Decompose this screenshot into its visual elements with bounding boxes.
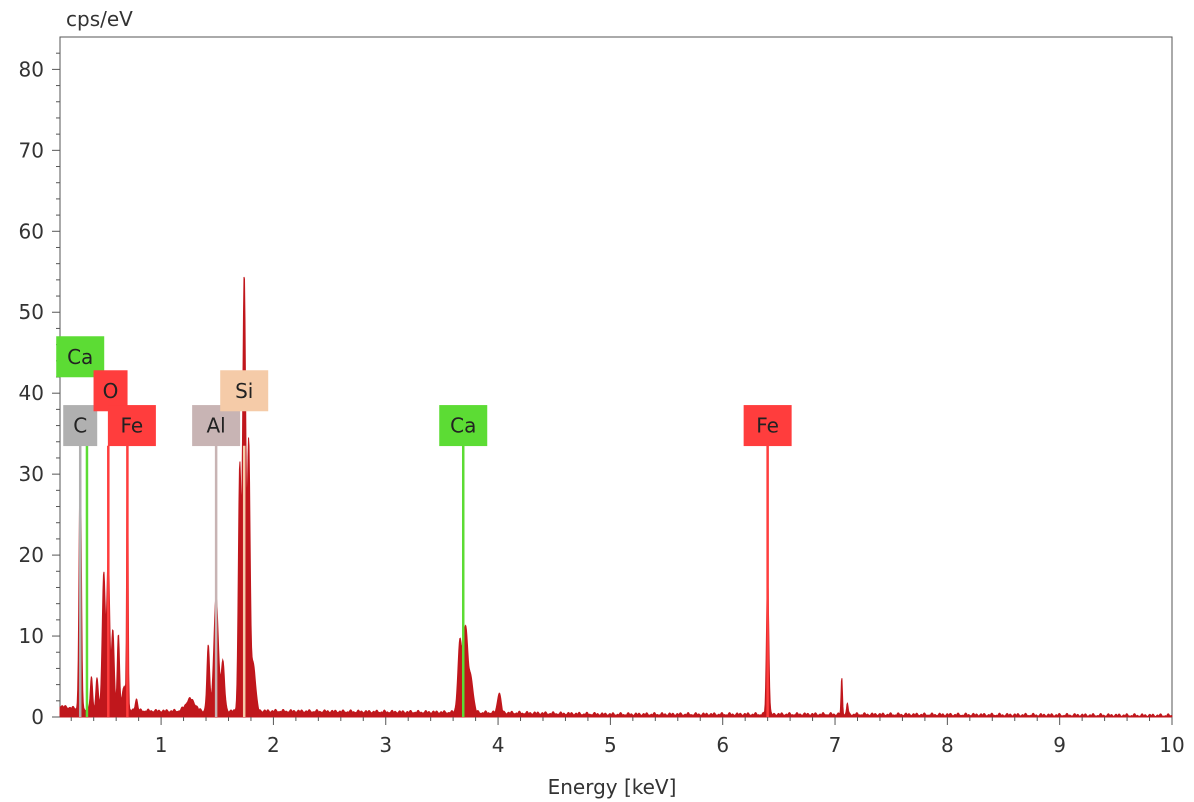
spectrum-layer [59, 276, 1173, 718]
y-tick-label: 70 [19, 138, 44, 162]
element-label-text: Ca [67, 345, 93, 369]
element-label-box [93, 370, 128, 412]
element-label-al-4: Al [192, 405, 241, 447]
element-label-text: Ca [450, 414, 476, 438]
axis-layer: 1 2 3 4 5 6 7 8 9 10 0 10 20 30 40 50 60 70 80 [19, 52, 1185, 757]
element-label-box [63, 405, 98, 447]
element-label-box [220, 370, 269, 412]
element-label-ca-6: Ca [439, 405, 488, 447]
element-label-c-0: C [63, 405, 98, 447]
x-tick-label: 3 [379, 733, 392, 757]
element-label-fe-7: Fe [743, 405, 792, 447]
x-tick-label: 5 [604, 733, 617, 757]
x-tick-label: 9 [1053, 733, 1066, 757]
x-tick-label: 8 [941, 733, 954, 757]
element-label-si-5: Si [220, 370, 269, 412]
y-tick-label: 0 [31, 705, 44, 729]
element-label-text: O [103, 379, 119, 403]
element-label-text: Fe [121, 414, 144, 438]
y-tick-label: 20 [19, 543, 44, 567]
element-label-text: Si [235, 379, 253, 403]
element-label-box [439, 405, 488, 447]
element-label-box [192, 405, 241, 447]
y-tick-label: 40 [19, 381, 44, 405]
x-tick-label: 7 [829, 733, 842, 757]
spectrum-series [59, 276, 1173, 718]
y-tick-label: 50 [19, 300, 44, 324]
y-tick-label: 80 [19, 57, 44, 81]
y-tick-label: 60 [19, 219, 44, 243]
element-label-box [107, 405, 156, 447]
y-tick-label: 10 [19, 624, 44, 648]
x-tick-label: 10 [1159, 733, 1184, 757]
x-tick-label: 1 [155, 733, 168, 757]
element-label-text: Fe [756, 414, 779, 438]
element-label-fe-3: Fe [107, 405, 156, 447]
y-axis-title: cps/eV [66, 7, 133, 31]
x-axis-title: Energy [keV] [548, 775, 677, 799]
element-label-box [743, 405, 792, 447]
x-tick-label: 6 [716, 733, 729, 757]
element-marker-layer [78, 445, 769, 717]
x-tick-label: 4 [492, 733, 505, 757]
y-tick-label: 30 [19, 462, 44, 486]
element-label-text: Al [207, 414, 226, 438]
x-tick-label: 2 [267, 733, 280, 757]
element-label-text: C [73, 414, 87, 438]
element-label-o-2: O [93, 370, 128, 412]
